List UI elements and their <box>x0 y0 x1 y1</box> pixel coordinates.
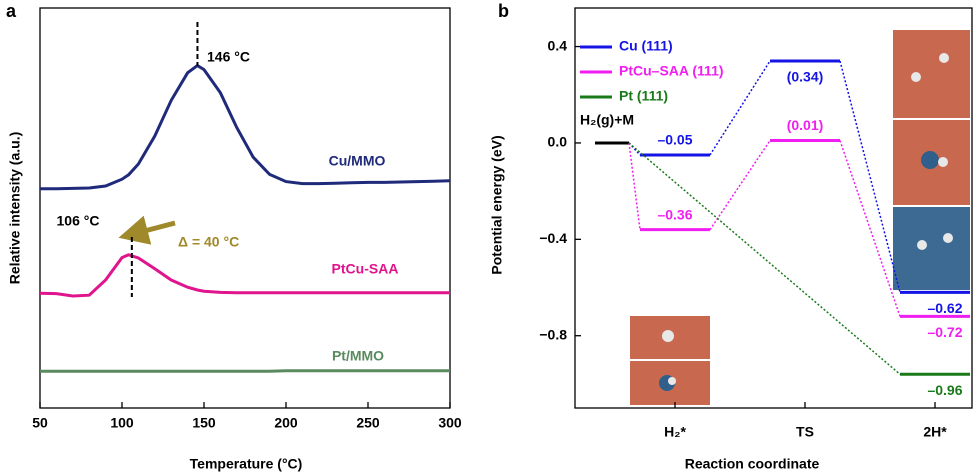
connector <box>629 143 640 155</box>
y-axis-label: Potential energy (eV) <box>489 135 505 274</box>
series-label: PtCu-SAA <box>332 261 399 277</box>
atom <box>911 72 921 82</box>
inset <box>893 207 970 290</box>
atom <box>917 240 927 250</box>
connector <box>629 143 640 230</box>
value-label: –0.05 <box>657 132 692 148</box>
legend-label: Pt (111) <box>619 88 668 104</box>
figure: a b Temperature (°C) Relative intensity … <box>0 0 974 474</box>
connector <box>840 61 900 292</box>
value-label: (0.01) <box>787 117 824 133</box>
x-axis-label: Reaction coordinate <box>685 456 820 472</box>
panel-letter: a <box>6 1 17 21</box>
plot-frame <box>40 8 450 408</box>
y-tick-label: 0.4 <box>548 37 568 53</box>
x-tick-label: 100 <box>110 415 134 431</box>
atom <box>662 330 674 342</box>
atom <box>668 377 676 385</box>
connector <box>710 141 770 230</box>
annotation: Δ = 40 °C <box>178 234 239 250</box>
connector <box>840 141 900 317</box>
atom <box>939 53 949 63</box>
x-tick-label: H₂* <box>664 424 686 440</box>
x-tick-label: 150 <box>192 415 216 431</box>
x-tick-label: TS <box>796 424 814 440</box>
x-tick-label: 50 <box>32 415 48 431</box>
shift-arrow <box>133 223 175 234</box>
initial-label: H₂(g)+M <box>580 112 634 128</box>
annotation: 106 °C <box>57 213 100 229</box>
legend-label: Cu (111) <box>619 38 673 54</box>
legend-label: PtCu–SAA (111) <box>619 63 724 79</box>
atom <box>938 157 948 167</box>
x-tick-label: 250 <box>356 415 380 431</box>
y-tick-label: −0.8 <box>539 326 567 342</box>
x-tick-label: 300 <box>438 415 462 431</box>
value-label: (0.34) <box>787 69 824 85</box>
value-label: –0.96 <box>927 382 962 398</box>
series-label: Pt/MMO <box>332 348 384 364</box>
series-label: Cu/MMO <box>329 153 386 169</box>
y-tick-label: 0.0 <box>548 134 568 150</box>
x-tick-label: 200 <box>274 415 298 431</box>
curve <box>40 66 450 189</box>
x-axis-label: Temperature (°C) <box>190 456 303 472</box>
y-axis-label: Relative intensity (a.u.) <box>7 132 23 284</box>
x-tick-label: 2H* <box>923 424 947 440</box>
atom <box>921 151 939 169</box>
value-label: –0.36 <box>657 206 692 222</box>
value-label: –0.72 <box>927 324 962 340</box>
annotation: 146 °C <box>207 49 250 65</box>
value-label: –0.62 <box>927 300 962 316</box>
y-tick-label: −0.4 <box>539 230 567 246</box>
panel-letter: b <box>498 1 509 21</box>
inset <box>893 30 970 118</box>
atom <box>943 233 953 243</box>
